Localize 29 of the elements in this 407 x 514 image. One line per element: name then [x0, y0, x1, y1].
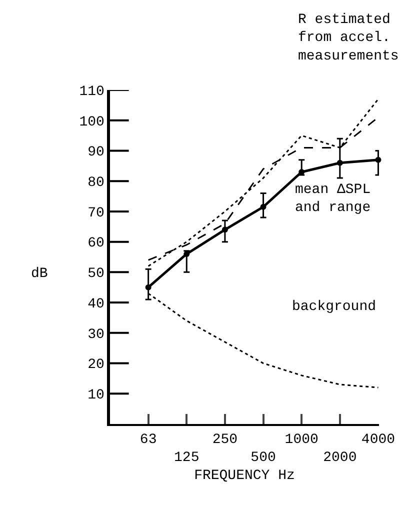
x-tick-label: 250	[212, 432, 238, 448]
y-axis-title: dB	[31, 266, 48, 282]
x-tick-label: 63	[140, 432, 157, 448]
annotation: background	[292, 299, 376, 315]
y-tick-label: 70	[88, 205, 104, 222]
y-tick-label: 90	[88, 144, 104, 161]
point	[336, 160, 343, 166]
y-tick-label: 60	[88, 236, 104, 252]
y-tick-label: 30	[88, 326, 104, 343]
x-axis-title: FREQUENCY Hz	[194, 468, 295, 484]
y-tick-label: 20	[88, 357, 104, 374]
x-tick-label: 1000	[284, 432, 318, 448]
y-tick-label: 50	[88, 266, 104, 282]
x-tick-label: 125	[174, 450, 200, 466]
x-tick-label: 2000	[323, 450, 357, 466]
y-tick-label: 40	[88, 296, 104, 312]
point	[222, 226, 228, 233]
x-tick-label: 4000	[361, 432, 396, 448]
y-tick-label: 110	[79, 84, 104, 100]
y-tick-label: 80	[88, 174, 104, 191]
text: R estimated from accel. measurements	[298, 12, 399, 64]
point	[145, 284, 152, 290]
point	[298, 168, 305, 175]
annotation: mean ΔSPL and range	[295, 182, 371, 216]
point	[375, 156, 382, 163]
y-tick-label: 100	[79, 114, 104, 130]
x-tick-label: 500	[250, 450, 276, 466]
y-tick-label: 10	[88, 388, 104, 404]
point	[260, 204, 266, 210]
